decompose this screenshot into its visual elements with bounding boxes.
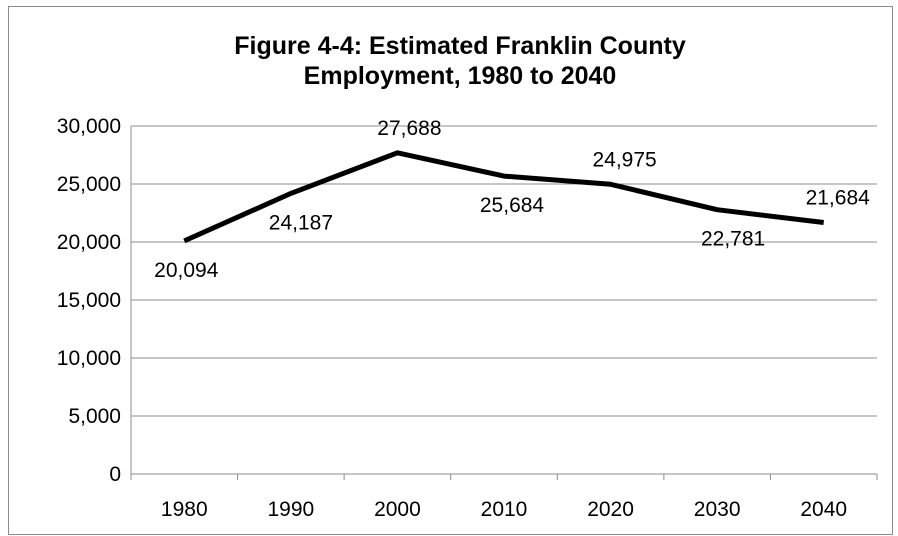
data-labels: 20,094 24,187 27,688 25,684 24,975 22,781 21,6…: [154, 117, 870, 282]
x-tick-label: 2020: [587, 498, 634, 521]
x-tick-label: 2000: [374, 498, 421, 521]
chart-title: Figure 4-4: Estimated Franklin County Em…: [234, 32, 686, 90]
series-line-group: [183, 150, 824, 244]
axes: [130, 126, 878, 480]
gridlines: [131, 125, 877, 417]
data-label: 27,688: [377, 117, 441, 140]
chart-title-line-2: Employment, 1980 to 2040: [304, 62, 617, 90]
x-tick-label: 2010: [481, 498, 528, 521]
data-label: 24,975: [592, 148, 656, 171]
data-label: 25,684: [480, 194, 545, 217]
x-tick-label: 1990: [267, 498, 314, 521]
data-label: 21,684: [806, 187, 871, 210]
data-label: 20,094: [154, 259, 219, 282]
y-tick-label: 30,000: [57, 115, 121, 138]
y-tick-label: 20,000: [57, 231, 121, 254]
y-tick-label: 25,000: [57, 173, 121, 196]
y-tick-label: 0: [109, 463, 121, 486]
data-label: 24,187: [269, 211, 333, 234]
chart-frame: [8, 6, 893, 535]
x-tick-label: 2030: [694, 498, 741, 521]
y-tick-label: 5,000: [68, 405, 121, 428]
y-tick-label: 10,000: [57, 347, 121, 370]
data-label: 22,781: [701, 228, 765, 251]
chart-title-line-1: Figure 4-4: Estimated Franklin County: [234, 32, 686, 60]
y-tick-label: 15,000: [57, 289, 121, 312]
series-line: [183, 150, 824, 244]
x-tick-label: 1980: [161, 498, 208, 521]
y-axis-tick-labels: 0 5,000 10,000 15,000 20,000 25,000 30,000: [57, 115, 121, 486]
x-tick-label: 2040: [800, 498, 847, 521]
x-axis-tick-labels: 1980 1990 2000 2010 2020 2030 2040: [161, 498, 847, 521]
